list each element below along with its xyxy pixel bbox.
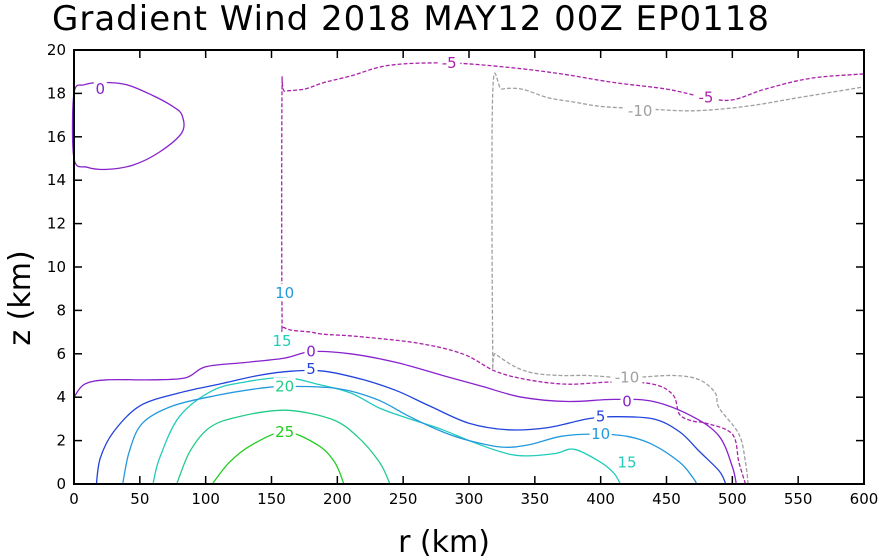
x-tick-label: 50 [130, 490, 149, 508]
contour-label: 0 [622, 393, 632, 411]
contour-label: 0 [96, 80, 106, 98]
x-tick-label: 350 [521, 490, 550, 508]
y-tick-label: 12 [47, 215, 66, 233]
contour-label-bg [624, 101, 656, 118]
contour-label-bg [594, 407, 608, 424]
x-tick-label: 450 [652, 490, 681, 508]
contour-label-bg [271, 331, 294, 348]
contour-line-5-4 [95, 369, 727, 485]
contour-label: -10 [628, 102, 653, 120]
y-tick-label: 0 [56, 475, 66, 493]
x-tick-label: 200 [323, 490, 352, 508]
x-tick-label: 100 [191, 490, 220, 508]
contour-line-20-1 [176, 409, 391, 485]
x-tick-label: 300 [455, 490, 484, 508]
contour-label-bg [273, 377, 296, 394]
contour-label: 5 [306, 360, 316, 378]
contour-label: 25 [275, 423, 294, 441]
contour-label-bg [304, 342, 318, 359]
contour-label-bg [611, 368, 643, 385]
contour-line-neg10-8 [491, 72, 865, 485]
contour-label: 0 [306, 343, 316, 361]
contour-label-bg [273, 422, 296, 439]
contour-label-bg [438, 54, 461, 71]
y-tick-label: 20 [47, 41, 66, 59]
contour-label: 5 [596, 408, 606, 426]
contour-label-bg [695, 88, 717, 105]
y-axis-title: z (km) [3, 250, 38, 345]
x-tick-label: 600 [850, 490, 879, 508]
contour-label-bg [589, 425, 612, 442]
y-tick-label: 4 [56, 388, 66, 406]
contour-label: 20 [275, 377, 294, 395]
chart-title: Gradient Wind 2018 MAY12 00Z EP0118 [52, 0, 770, 39]
x-tick-label: 550 [784, 490, 813, 508]
contour-label: 15 [272, 332, 291, 350]
y-tick-label: 18 [47, 84, 66, 102]
x-tick-label: 150 [257, 490, 286, 508]
contour-label: 15 [617, 453, 636, 471]
contour-label: 10 [591, 425, 610, 443]
y-tick-label: 14 [47, 171, 66, 189]
contour-label: -5 [442, 54, 457, 72]
x-tick-label: 500 [718, 490, 747, 508]
y-tick-label: 16 [47, 128, 66, 146]
x-tick-label: 250 [389, 490, 418, 508]
plot-frame [73, 49, 865, 485]
contour-label: -5 [699, 89, 714, 107]
contour-label-bg [93, 80, 107, 97]
x-axis-title: r (km) [398, 525, 490, 560]
y-tick-label: 2 [56, 432, 66, 450]
contour-line-15-2 [152, 377, 621, 485]
y-axis-ticks: 0 2 4 6 8 10 12 14 16 18 20 [47, 41, 864, 493]
contour-line-0-6 [71, 81, 185, 171]
y-tick-label: 6 [56, 345, 66, 363]
contour-line-neg5-7 [281, 62, 865, 485]
contour-line-10-3 [122, 385, 698, 485]
contour-label-bg [304, 359, 318, 376]
x-axis-ticks: 0 50 100 150 200 250 300 350 400 450 500 550 600 [69, 50, 878, 508]
x-tick-label: 400 [586, 490, 615, 508]
contour-label: -10 [615, 369, 640, 387]
contour-label-bg [616, 453, 638, 470]
y-tick-label: 10 [47, 258, 66, 276]
y-tick-label: 8 [56, 301, 66, 319]
contour-label-bg [620, 392, 634, 409]
contour-label-bg [273, 284, 296, 301]
x-tick-label: 0 [69, 490, 79, 508]
contour-line-0-5 [73, 350, 737, 485]
contour-lines [71, 62, 865, 485]
contour-label: 10 [275, 284, 294, 302]
